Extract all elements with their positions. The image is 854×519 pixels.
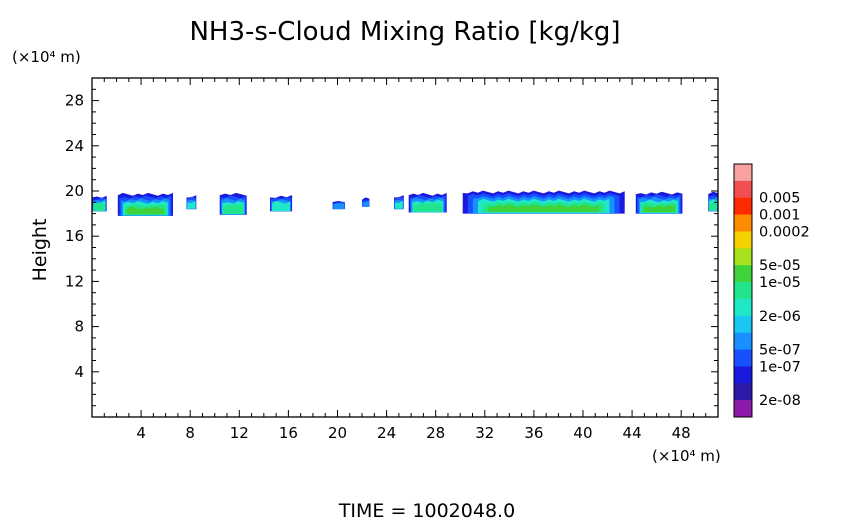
colorbar-swatch (734, 231, 752, 249)
colorbar-swatch (734, 164, 752, 182)
colorbar-swatch (734, 298, 752, 317)
colorbar-swatch (734, 332, 752, 350)
cloud-segment (92, 195, 107, 212)
cloud-segment (462, 190, 625, 214)
x-tick-label: 36 (524, 424, 543, 442)
x-tick-label: 48 (672, 424, 691, 442)
chart-title: NH3-s-Cloud Mixing Ratio [kg/kg] (189, 17, 620, 47)
x-tick-label: 32 (475, 424, 494, 442)
cloud-contour-layer (394, 200, 403, 209)
colorbar-swatch (734, 214, 752, 232)
colorbar-label: 1e-07 (759, 359, 801, 375)
x-tick-label: 8 (185, 424, 195, 442)
cloud-contour-layer (362, 200, 369, 207)
y-tick-label: 24 (65, 137, 84, 155)
y-tick-label: 12 (65, 272, 84, 290)
colorbar-label: 0.001 (759, 208, 801, 224)
colorbar-swatch (734, 265, 752, 283)
x-tick-label: 12 (230, 424, 249, 442)
x-tick-label: 16 (279, 424, 298, 442)
cloud-contour-layer (488, 204, 600, 212)
cloud-contour-layer (643, 204, 676, 212)
colorbar-swatch (734, 366, 752, 384)
cloud-segment (708, 191, 718, 212)
time-footer: TIME = 1002048.0 (338, 500, 515, 519)
x-tick-label: 28 (426, 424, 445, 442)
y-tick-label: 28 (65, 92, 84, 110)
cloud-segment (186, 195, 197, 210)
cloud-segment (362, 197, 370, 207)
cloud-contour-layer (709, 201, 717, 211)
cloud-segment (408, 192, 447, 213)
cloud-contour-layer (413, 202, 442, 212)
y-tick-label: 20 (65, 182, 84, 200)
cloud-contour-layer (126, 206, 165, 215)
cloud-contour-layer (333, 202, 345, 210)
x-tick-label: 44 (623, 424, 642, 442)
cloud-segment (270, 195, 293, 212)
cloud-segment (635, 191, 683, 214)
colorbar-swatch (734, 180, 752, 199)
x-axis-unit: (×10⁴ m) (652, 447, 721, 465)
plot-frame (91, 77, 719, 418)
y-tick-label: 8 (74, 318, 84, 336)
colorbar-swatch (734, 400, 752, 418)
x-tick-label: 4 (136, 424, 146, 442)
colorbar-swatch (734, 383, 752, 401)
colorbar-swatch (734, 315, 752, 333)
cloud-contour-layer (272, 200, 290, 211)
colorbar-label: 0.005 (759, 191, 801, 207)
x-tick-label: 20 (328, 424, 347, 442)
colorbar-frame (733, 163, 753, 418)
colorbar-label: 2e-06 (759, 309, 801, 325)
y-axis-label: Height (29, 219, 51, 282)
colorbar-swatch (734, 197, 752, 215)
y-tick-label: 4 (74, 363, 84, 381)
colorbar-swatch (734, 248, 752, 266)
cloud-segment (332, 201, 345, 210)
cloud-contour-layer (93, 202, 105, 211)
colorbar-label: 1e-05 (759, 275, 801, 291)
colorbar-swatch (734, 349, 752, 367)
cloud-field (92, 190, 718, 216)
colorbar-label: 5e-05 (759, 258, 801, 274)
y-axis-unit: (×10⁴ m) (12, 48, 81, 66)
cloud-contour-layer (223, 203, 244, 214)
x-tick-label: 24 (377, 424, 396, 442)
colorbar-label: 2e-08 (759, 393, 801, 409)
colorbar-swatch (734, 282, 752, 300)
colorbar-label: 0.0002 (759, 224, 810, 240)
cloud-segment (219, 192, 247, 215)
cloud-segment (394, 195, 404, 210)
cloud-segment (117, 192, 173, 216)
x-tick-label: 40 (573, 424, 592, 442)
cloud-contour-layer (187, 200, 196, 209)
y-tick-label: 16 (65, 227, 84, 245)
colorbar-label: 5e-07 (759, 343, 801, 359)
